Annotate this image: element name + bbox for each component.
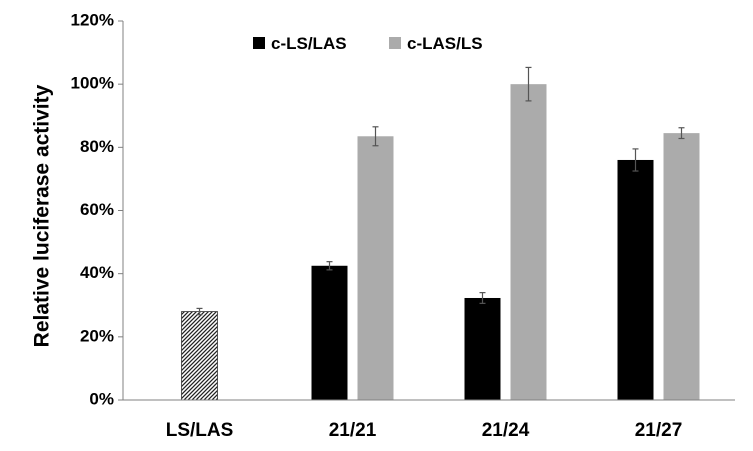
x-tick-label-21-24: 21/24 <box>482 420 530 441</box>
y-axis-label: Relative luciferase activity <box>31 84 54 347</box>
bar-c-las-ls-21-24 <box>510 84 547 401</box>
y-tick-label: 120% <box>71 10 114 29</box>
y-tick-label: 20% <box>80 326 114 345</box>
y-tick-label: 100% <box>71 74 114 93</box>
x-axis: LS/LAS 21/21 21/24 21/27 <box>123 399 735 441</box>
bar-c-las-ls-21-21 <box>357 136 394 400</box>
bar-control-ls-las <box>181 311 218 401</box>
x-tick-label-21-21: 21/21 <box>329 420 377 441</box>
legend: c-LS/LAS c-LAS/LS <box>253 34 483 53</box>
legend-swatch-c-ls-las <box>253 37 265 49</box>
y-tick-label: 60% <box>80 200 114 219</box>
y-tick-label: 80% <box>80 137 114 156</box>
bar-c-las-ls-21-27 <box>663 133 700 400</box>
x-tick-label-ls-las: LS/LAS <box>166 420 234 441</box>
bar-c-ls-las-21-27 <box>617 159 654 400</box>
legend-label-c-ls-las: c-LS/LAS <box>271 34 347 53</box>
plot-area <box>181 66 700 401</box>
bar-c-ls-las-21-24 <box>464 297 501 400</box>
y-tick-label: 40% <box>80 263 114 282</box>
y-tick-label: 0% <box>89 389 114 408</box>
legend-label-c-las-ls: c-LAS/LS <box>407 34 483 53</box>
y-axis: 0% 20% 40% 60% 80% 100% 120% <box>71 10 124 408</box>
bar-c-ls-las-21-21 <box>311 265 348 400</box>
legend-swatch-c-las-ls <box>389 37 401 49</box>
x-tick-label-21-27: 21/27 <box>635 420 683 441</box>
